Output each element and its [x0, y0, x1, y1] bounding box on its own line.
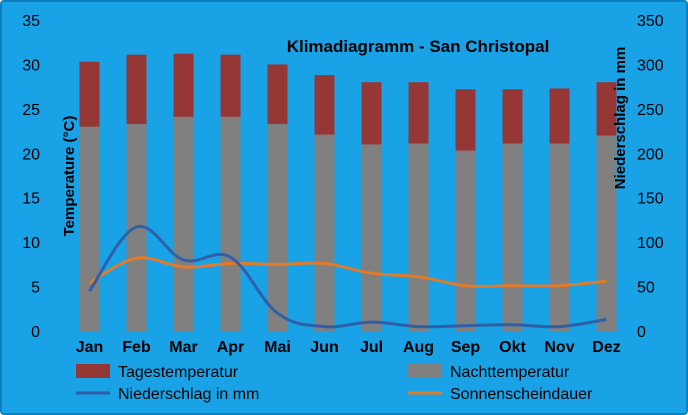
- bar-nachttemperatur: [79, 126, 100, 331]
- right-tick-label: 200: [637, 146, 664, 163]
- left-tick-label: 10: [22, 235, 40, 252]
- bar-nachttemperatur: [549, 143, 570, 331]
- legend-label: Niederschlag in mm: [118, 386, 259, 403]
- month-label: Dez: [592, 339, 620, 356]
- left-tick-label: 0: [31, 324, 40, 341]
- bar-nachttemperatur: [408, 143, 429, 331]
- month-label: Aug: [403, 339, 434, 356]
- legend-label: Sonnenscheindauer: [450, 386, 593, 403]
- chart-title: Klimadiagramm - San Christopal: [287, 37, 550, 56]
- bar-nachttemperatur: [502, 143, 523, 331]
- left-tick-label: 30: [22, 57, 40, 74]
- left-tick-label: 5: [31, 280, 40, 297]
- bar-nachttemperatur: [455, 150, 476, 331]
- line-layer: [88, 224, 607, 329]
- x-axis-labels: Jan Feb Mar Apr Mai Jun Jul Aug Sep Okt Nov Dez: [76, 339, 621, 356]
- legend-label: Nachttemperatur: [450, 364, 570, 381]
- bar-nachttemperatur: [314, 134, 335, 331]
- legend-swatch: [408, 364, 442, 378]
- right-tick-label: 250: [637, 102, 664, 119]
- month-label: Apr: [217, 339, 245, 356]
- bar-nachttemperatur: [220, 116, 241, 332]
- right-tick-label: 50: [637, 280, 655, 297]
- legend-label: Tagestemperatur: [118, 364, 239, 381]
- right-tick-label: 350: [637, 13, 664, 30]
- line-niederschlag: [88, 224, 607, 329]
- right-tick-label: 300: [637, 57, 664, 74]
- left-axis-ticks: 0 5 10 15 20 25 30 35: [22, 13, 40, 341]
- right-tick-label: 150: [637, 191, 664, 208]
- left-tick-label: 15: [22, 191, 40, 208]
- right-axis-title: Niederschlag in mm: [612, 47, 629, 190]
- month-label: Jan: [76, 339, 104, 356]
- bar-nachttemperatur: [173, 116, 194, 332]
- month-label: Feb: [122, 339, 151, 356]
- bar-nachttemperatur: [267, 123, 288, 331]
- month-label: Jun: [310, 339, 338, 356]
- right-axis-ticks: 0 50 100 150 200 250 300 350: [637, 13, 664, 341]
- left-axis-title: Temperature (°C): [61, 116, 78, 237]
- left-tick-label: 35: [22, 13, 40, 30]
- month-label: Sep: [451, 339, 481, 356]
- right-tick-label: 100: [637, 235, 664, 252]
- month-label: Okt: [499, 339, 526, 356]
- month-label: Nov: [544, 339, 574, 356]
- left-tick-label: 25: [22, 102, 40, 119]
- left-tick-label: 20: [22, 146, 40, 163]
- plot-area: [66, 20, 630, 331]
- month-label: Mai: [264, 339, 291, 356]
- right-tick-label: 0: [637, 324, 646, 341]
- line-sonnenscheindauer: [88, 256, 607, 288]
- legend-swatch: [76, 364, 110, 378]
- month-label: Mar: [169, 339, 197, 356]
- month-label: Jul: [360, 339, 383, 356]
- legend: Tagestemperatur Nachttemperatur Niederschl…: [76, 364, 593, 403]
- bar-nachttemperatur: [361, 144, 382, 331]
